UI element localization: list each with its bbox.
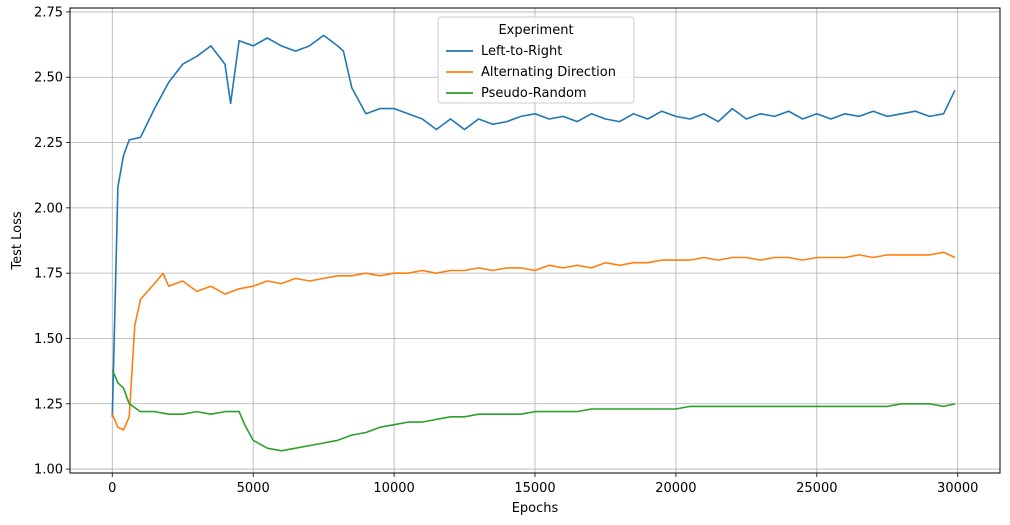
y-tick-label: 1.75: [34, 267, 63, 282]
legend-title: Experiment: [498, 23, 573, 38]
legend: Experiment Left-to-Right Alternating Dire…: [437, 16, 635, 104]
series-line-3: [111, 369, 956, 452]
legend-items: Left-to-Right Alternating Direction Pseudo…: [446, 44, 616, 101]
y-axis-title: Test Loss: [10, 211, 25, 270]
legend-box: [437, 16, 635, 104]
x-tick-label: 20000: [655, 481, 696, 496]
x-tick-label: 30000: [937, 481, 978, 496]
x-tick-label: 10000: [373, 481, 414, 496]
series-line-1: [111, 34, 956, 417]
series-layer: [111, 34, 956, 452]
x-tick-label: 0: [108, 481, 116, 496]
x-axis-title: Epochs: [512, 501, 559, 516]
legend-label: Alternating Direction: [481, 65, 616, 80]
y-tick-label: 1.00: [34, 463, 63, 478]
legend-label: Pseudo-Random: [481, 86, 587, 101]
y-tick-label: 2.75: [34, 5, 63, 20]
y-axis: 1.00 1.25 1.50 1.75 2.00 2.25 2.50 2.75: [34, 5, 70, 478]
y-tick-label: 2.25: [34, 136, 63, 151]
y-tick-label: 2.00: [34, 201, 63, 216]
legend-label: Left-to-Right: [481, 44, 562, 59]
y-tick-label: 1.50: [34, 332, 63, 347]
x-tick-label: 25000: [796, 481, 837, 496]
series-line-2: [111, 251, 956, 431]
x-axis: 0 5000 10000 15000 20000 25000 30000: [108, 473, 978, 496]
x-tick-label: 5000: [237, 481, 270, 496]
y-tick-label: 2.50: [34, 71, 63, 86]
y-tick-label: 1.25: [34, 397, 63, 412]
x-tick-label: 15000: [514, 481, 555, 496]
